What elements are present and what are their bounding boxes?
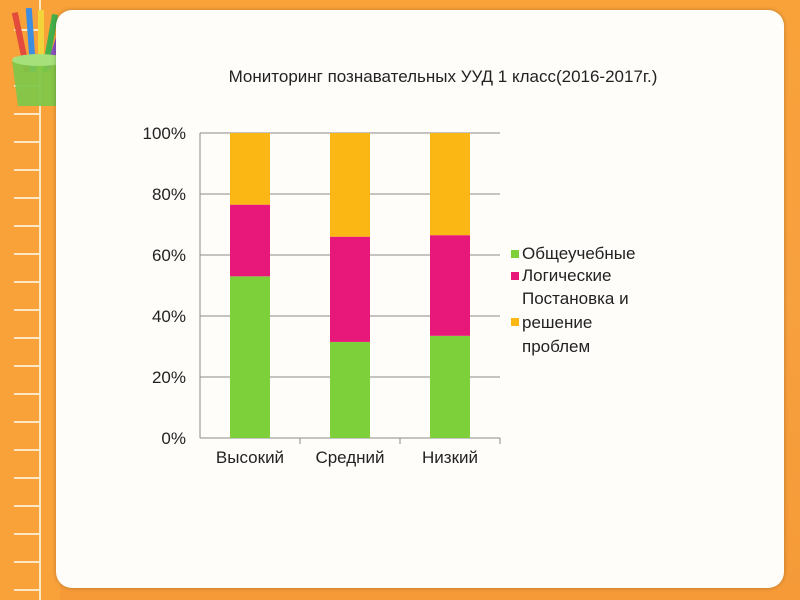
legend-label-general: Общеучебные xyxy=(522,244,635,263)
legend: Общеучебные Логические Постановка и реше… xyxy=(511,244,635,356)
bar-segment-3 xyxy=(230,133,270,205)
x-tick-label: Средний xyxy=(315,448,384,467)
bar-segment-2 xyxy=(230,204,270,277)
y-tick-label: 100% xyxy=(143,124,186,143)
legend-label-problem-line1: Постановка и xyxy=(522,289,629,308)
y-tick-label: 60% xyxy=(152,246,186,265)
bar-segment-2 xyxy=(430,235,470,336)
y-tick-label: 20% xyxy=(152,368,186,387)
x-tick-label: Низкий xyxy=(422,448,478,467)
slide-card xyxy=(56,10,784,588)
y-tick-labels: 0% 20% 40% 60% 80% 100% xyxy=(143,124,186,448)
bar-segment-3 xyxy=(330,133,370,237)
y-tick-label: 0% xyxy=(161,429,186,448)
bar-segment-1 xyxy=(330,341,370,438)
legend-swatch-problem xyxy=(511,318,519,326)
legend-label-problem-line3: проблем xyxy=(522,337,590,356)
y-tick-label: 80% xyxy=(152,185,186,204)
x-tick-label: Высокий xyxy=(216,448,284,467)
x-tick-labels: Высокий Средний Низкий xyxy=(216,438,501,467)
bar-segment-2 xyxy=(330,236,370,342)
y-tick-label: 40% xyxy=(152,307,186,326)
bar-segment-1 xyxy=(430,335,470,438)
bar-segment-3 xyxy=(430,133,470,236)
legend-label-problem-line2: решение xyxy=(522,313,592,332)
bars xyxy=(230,133,470,438)
legend-swatch-general xyxy=(511,250,519,258)
chart-title: Мониторинг познавательных УУД 1 класс(20… xyxy=(229,67,658,86)
legend-swatch-logical xyxy=(511,272,519,280)
bar-segment-1 xyxy=(230,276,270,438)
legend-label-logical: Логические xyxy=(522,266,612,285)
